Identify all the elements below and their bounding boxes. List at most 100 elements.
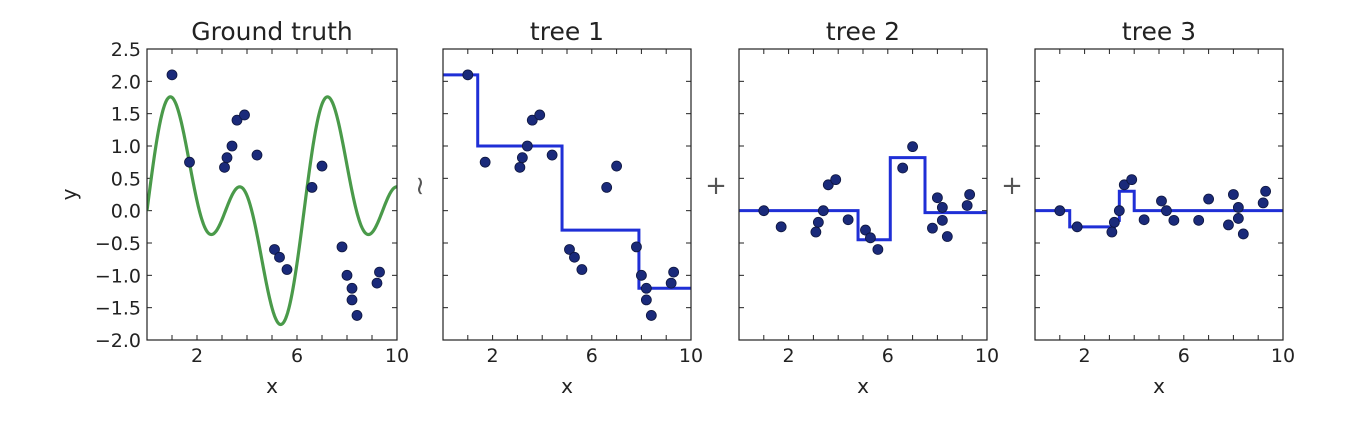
panel-1: Ground truth 2 6 10 x 2.5 2.0 1.5 1.0 0.5 0.0 −0.5 −… [57, 17, 409, 398]
y-tick-label: 1.5 [111, 104, 141, 126]
y-tick-label: −1.5 [95, 298, 141, 320]
tree-step-line [739, 156, 987, 242]
y-tick-label: 2.0 [111, 71, 141, 93]
data-point [842, 214, 854, 226]
data-point [221, 152, 233, 164]
data-point [775, 221, 787, 233]
data-point [810, 226, 822, 238]
plot-area [147, 69, 397, 327]
x-axis-label: x [1153, 374, 1165, 398]
data-point [166, 69, 178, 81]
panel-title: tree 1 [530, 17, 604, 46]
x-tick-label: 2 [191, 345, 203, 367]
data-point [231, 114, 243, 126]
x-tick-label: 2 [487, 345, 499, 367]
data-point [936, 202, 948, 213]
data-point [1156, 195, 1167, 207]
axes-frame [1034, 48, 1284, 341]
data-point [569, 251, 580, 263]
operator-approx: ~ [405, 175, 435, 197]
plot-area [1035, 174, 1283, 240]
data-point [371, 277, 383, 289]
data-point [872, 244, 884, 255]
panel-title: tree 3 [1122, 17, 1196, 46]
panel-2: tree 1 2 6 10 x [442, 17, 703, 398]
data-point [936, 214, 948, 226]
data-point [907, 141, 918, 153]
data-point [631, 241, 642, 253]
data-point [226, 140, 238, 152]
data-point [941, 231, 953, 242]
operator-plus: + [1001, 171, 1023, 201]
tree-step-line [443, 73, 691, 290]
data-point [219, 161, 230, 173]
data-point [758, 205, 770, 217]
data-point [1228, 189, 1239, 200]
panel-title: tree 2 [826, 17, 900, 46]
data-point [346, 294, 358, 306]
data-point [932, 192, 943, 204]
data-point [830, 174, 842, 186]
data-point [665, 277, 677, 289]
data-point [897, 162, 909, 174]
data-point [462, 69, 474, 81]
data-point [1113, 205, 1125, 217]
data-point [601, 181, 613, 193]
data-point [961, 200, 973, 211]
data-point [1223, 219, 1234, 231]
data-point [341, 269, 353, 281]
data-point [1203, 193, 1214, 205]
data-point [546, 149, 558, 161]
data-point [640, 294, 652, 306]
x-tick-label: 10 [1271, 345, 1295, 367]
data-point [521, 140, 533, 152]
data-point [1138, 214, 1150, 226]
x-tick-label: 6 [882, 345, 894, 367]
axes-frame [738, 48, 988, 341]
data-point [351, 310, 363, 321]
data-point [1106, 226, 1118, 238]
data-point [1237, 228, 1249, 240]
data-point [1232, 202, 1244, 213]
x-tick-label: 6 [1178, 345, 1190, 367]
data-point [336, 241, 348, 253]
x-tick-label: 6 [291, 345, 303, 367]
data-point [316, 160, 328, 172]
y-tick-label: 0.0 [111, 201, 141, 223]
x-tick-label: 2 [1079, 345, 1091, 367]
data-point [1071, 221, 1083, 233]
ground-truth-curve [147, 95, 397, 327]
data-point [1193, 214, 1205, 226]
x-tick-label: 2 [783, 345, 795, 367]
data-point [1054, 205, 1066, 217]
axes-frame [146, 48, 398, 341]
data-point [1260, 185, 1272, 197]
x-axis-label: x [857, 374, 869, 398]
data-point [645, 310, 657, 321]
data-point [1168, 214, 1180, 226]
y-tick-label: 1.0 [111, 136, 141, 158]
data-point [514, 161, 526, 173]
data-point [306, 181, 318, 193]
data-point [374, 266, 385, 278]
y-tick-label: −0.5 [95, 233, 141, 255]
data-point [526, 114, 538, 126]
data-point [479, 156, 491, 168]
data-point [269, 244, 280, 255]
y-axis-label: y [57, 188, 81, 200]
panel-3: tree 2 2 6 10 x [738, 17, 999, 398]
data-point [1232, 213, 1244, 224]
y-tick-label: −2.0 [95, 330, 141, 352]
panel-title: Ground truth [191, 17, 352, 46]
x-axis-label: x [266, 374, 278, 398]
data-point [274, 251, 285, 263]
data-point [865, 232, 876, 244]
data-point [1118, 179, 1130, 191]
data-point [611, 160, 622, 172]
x-tick-label: 10 [679, 345, 703, 367]
data-point [640, 282, 652, 294]
y-tick-label: 2.5 [111, 39, 141, 61]
plot-area [739, 141, 987, 255]
data-point [812, 216, 824, 228]
